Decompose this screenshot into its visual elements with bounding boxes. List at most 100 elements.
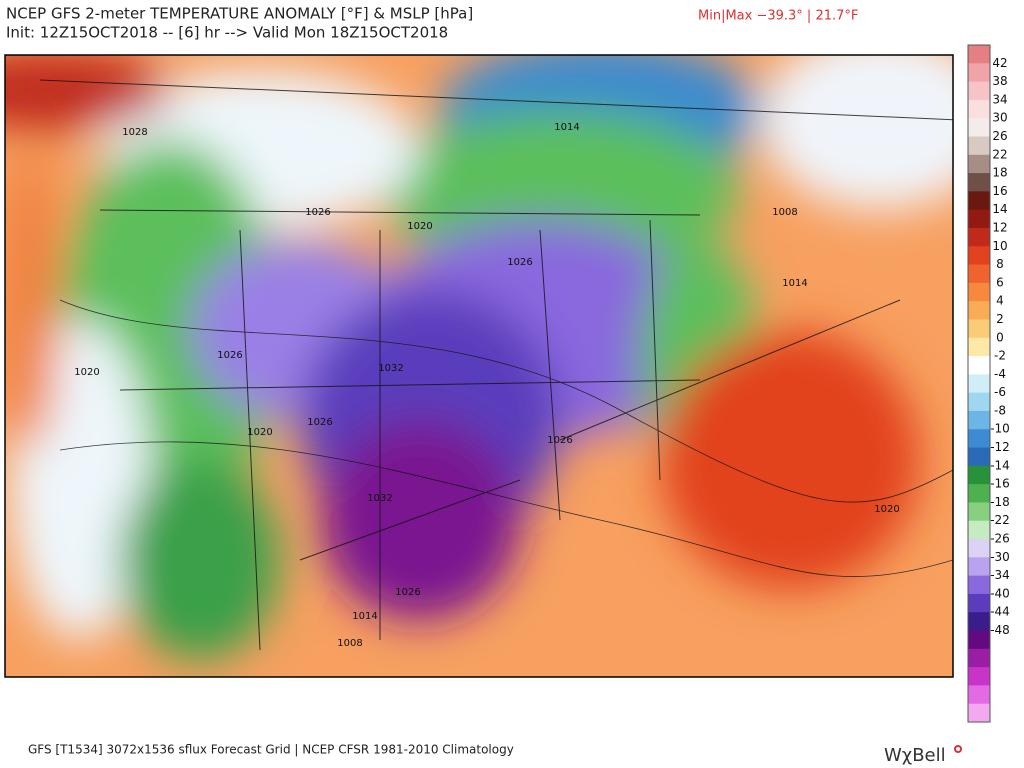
isobar-label: 1026 bbox=[305, 207, 330, 218]
colorbar-swatch bbox=[968, 337, 990, 357]
colorbar-label: 14 bbox=[992, 202, 1007, 216]
colorbar-label: -30 bbox=[990, 550, 1010, 564]
colorbar-label: 12 bbox=[992, 220, 1007, 234]
logo-dot bbox=[954, 745, 962, 753]
colorbar-swatch bbox=[968, 356, 990, 375]
colorbar-label: 34 bbox=[992, 92, 1007, 106]
colorbar-swatch bbox=[968, 410, 990, 430]
colorbar-label: 4 bbox=[996, 294, 1004, 308]
colorbar-label: -22 bbox=[990, 513, 1010, 527]
colorbar-swatch bbox=[968, 99, 990, 119]
colorbar-swatch bbox=[968, 703, 990, 723]
colorbar-swatch bbox=[968, 447, 990, 467]
min-max: Min|Max −39.3° | 21.7°F bbox=[698, 9, 858, 24]
isobar-label: 1008 bbox=[772, 207, 797, 218]
colorbar-label: 42 bbox=[992, 56, 1007, 70]
anomaly-field bbox=[5, 55, 953, 677]
colorbar-label: -34 bbox=[990, 568, 1010, 582]
colorbar-swatch bbox=[968, 429, 990, 449]
colorbar-swatch bbox=[968, 593, 990, 613]
colorbar-label: -4 bbox=[994, 367, 1006, 381]
isobar-label: 1014 bbox=[352, 611, 377, 622]
isobar-label: 1026 bbox=[547, 435, 572, 446]
colorbar-swatch bbox=[968, 173, 990, 192]
isobar-label: 1026 bbox=[217, 350, 242, 361]
colorbar-label: -12 bbox=[990, 440, 1010, 454]
colorbar-swatch bbox=[968, 575, 990, 595]
colorbar-label: -2 bbox=[994, 349, 1006, 363]
colorbar-label: 8 bbox=[996, 257, 1004, 271]
isobar-label: 1020 bbox=[74, 367, 99, 378]
subtitle: Init: 12Z15OCT2018 -- [6] hr --> Valid M… bbox=[6, 24, 448, 42]
colorbar: 423834302622181614121086420-2-4-6-8-10-1… bbox=[967, 44, 1010, 723]
colorbar-swatch bbox=[968, 557, 990, 577]
colorbar-label: 22 bbox=[992, 147, 1007, 161]
colorbar-label: 0 bbox=[996, 330, 1004, 344]
colorbar-label: 16 bbox=[992, 184, 1007, 198]
colorbar-swatch bbox=[968, 648, 990, 668]
colorbar-swatch bbox=[968, 374, 990, 394]
colorbar-swatch bbox=[968, 81, 990, 101]
isobar-label: 1026 bbox=[507, 257, 532, 268]
isobar-label: 1026 bbox=[395, 587, 420, 598]
colorbar-label: 6 bbox=[996, 275, 1004, 289]
footer: GFS [T1534] 3072x1536 sflux Forecast Gri… bbox=[28, 743, 514, 757]
colorbar-swatch bbox=[968, 392, 990, 412]
isobar-label: 1026 bbox=[307, 417, 332, 428]
colorbar-swatch bbox=[968, 520, 990, 540]
colorbar-swatch bbox=[968, 264, 990, 284]
colorbar-swatch bbox=[968, 630, 990, 650]
colorbar-swatch bbox=[968, 118, 990, 137]
colorbar-swatch bbox=[968, 612, 990, 632]
title: NCEP GFS 2-meter TEMPERATURE ANOMALY [°F… bbox=[6, 5, 473, 23]
colorbar-label: -10 bbox=[990, 422, 1010, 436]
colorbar-label: -40 bbox=[990, 586, 1010, 600]
colorbar-swatch bbox=[968, 209, 990, 229]
colorbar-label: -8 bbox=[994, 403, 1006, 417]
colorbar-swatch bbox=[968, 667, 990, 686]
colorbar-swatch bbox=[968, 191, 990, 211]
map-frame bbox=[4, 54, 954, 678]
colorbar-swatch bbox=[968, 465, 990, 485]
isobar-label: 1032 bbox=[367, 493, 392, 504]
colorbar-label: 2 bbox=[996, 312, 1004, 326]
isobar-label: 1014 bbox=[554, 122, 579, 133]
colorbar-swatch bbox=[968, 685, 990, 705]
colorbar-swatch bbox=[968, 45, 990, 64]
isobar-label: 1014 bbox=[782, 278, 807, 289]
isobar-label: 1020 bbox=[874, 504, 899, 515]
colorbar-swatch bbox=[968, 136, 990, 156]
isobar-label: 1020 bbox=[407, 221, 432, 232]
colorbar-swatch bbox=[968, 539, 990, 558]
colorbar-label: -6 bbox=[994, 385, 1006, 399]
colorbar-swatch bbox=[968, 282, 990, 302]
colorbar-label: 38 bbox=[992, 74, 1007, 88]
colorbar-label: -18 bbox=[990, 495, 1010, 509]
isobar-label: 1032 bbox=[378, 363, 403, 374]
colorbar-label: -14 bbox=[990, 458, 1010, 472]
colorbar-label: 26 bbox=[992, 129, 1007, 143]
colorbar-label: -26 bbox=[990, 532, 1010, 546]
logo: WχBell bbox=[884, 745, 946, 766]
colorbar-swatch bbox=[968, 301, 990, 320]
isobar-label: 1028 bbox=[122, 127, 147, 138]
isobar-label: 1020 bbox=[247, 427, 272, 438]
colorbar-label: 30 bbox=[992, 111, 1007, 125]
colorbar-swatch bbox=[968, 154, 990, 174]
colorbar-swatch bbox=[968, 227, 990, 247]
colorbar-swatch bbox=[968, 502, 990, 522]
colorbar-swatch bbox=[968, 63, 990, 83]
colorbar-label: 18 bbox=[992, 166, 1007, 180]
colorbar-label: 10 bbox=[992, 239, 1007, 253]
colorbar-frame bbox=[967, 44, 991, 723]
colorbar-swatch bbox=[968, 246, 990, 266]
colorbar-label: -16 bbox=[990, 477, 1010, 491]
isobar-label: 1008 bbox=[337, 638, 362, 649]
colorbar-label: -48 bbox=[990, 623, 1010, 637]
colorbar-label: -44 bbox=[990, 605, 1010, 619]
colorbar-swatch bbox=[968, 484, 990, 503]
colorbar-swatch bbox=[968, 319, 990, 339]
isobar-labels: 1028 1014 1026 1020 1026 1008 1014 1026 1020 1032… bbox=[74, 122, 899, 649]
